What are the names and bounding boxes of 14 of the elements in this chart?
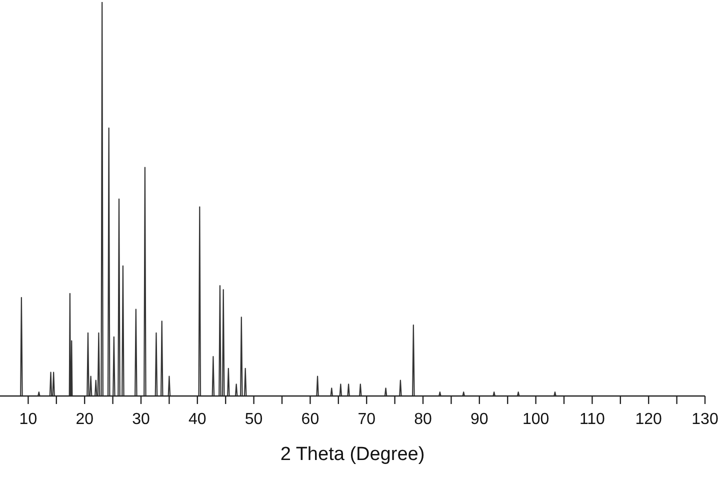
x-tick-label: 110 [579,411,606,428]
x-axis-title: 2 Theta (Degree) [280,444,425,465]
x-tick-label: 50 [244,411,263,428]
x-tick-label: 60 [301,411,320,428]
x-tick-label: 120 [635,411,662,428]
x-tick-label: 70 [358,411,376,428]
x-tick-label: 80 [414,411,432,428]
x-tick-label: 40 [188,411,206,428]
x-tick-label: 90 [470,411,488,428]
x-tick-label: 130 [692,411,718,428]
x-tick-label: 10 [19,411,38,428]
x-tick-label: 100 [522,411,550,428]
x-tick-label: 20 [76,411,94,428]
x-tick-label: 30 [132,411,150,428]
